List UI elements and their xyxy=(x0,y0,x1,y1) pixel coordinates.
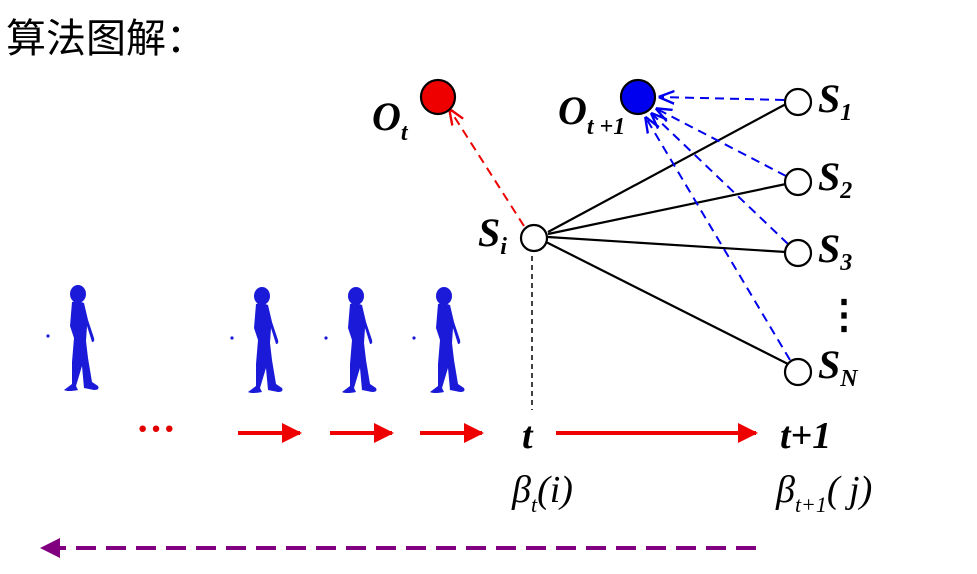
emission-lines-blue xyxy=(646,97,791,361)
emission-line-si xyxy=(450,110,525,227)
observation-label-ot: Ot xyxy=(372,94,409,146)
state-label-si: Si xyxy=(478,210,507,260)
observation-node-ot1 xyxy=(619,78,657,116)
emission-line-s2 xyxy=(657,109,787,177)
observation-label-ot1: Ot +1 xyxy=(558,88,625,140)
beta-t1-label: βt+1( j) xyxy=(775,469,872,517)
time-label-t1: t+1 xyxy=(780,415,831,457)
walker-icon xyxy=(230,287,283,393)
state-node-si xyxy=(519,223,549,253)
state-node-s1 xyxy=(783,87,813,117)
transition-line-s2 xyxy=(547,182,787,236)
transition-line-s3 xyxy=(547,235,787,254)
emission-line-s1 xyxy=(660,97,785,100)
state-node-s3 xyxy=(783,238,813,268)
walker-icon xyxy=(46,285,99,391)
emission-line-sn xyxy=(646,118,791,361)
observation-node-ot xyxy=(419,78,457,116)
state-node-s2 xyxy=(783,167,813,197)
walker-icon xyxy=(324,287,377,393)
transition-line-s1 xyxy=(547,103,787,233)
time-label-t: t xyxy=(522,415,534,457)
emission-line-s3 xyxy=(652,114,789,245)
walker-icon xyxy=(412,287,465,393)
state-label-s3: S3 xyxy=(818,226,852,276)
state-label-sn: SN xyxy=(818,342,859,392)
transition-lines xyxy=(545,103,789,365)
vertical-ellipsis: ⋮ xyxy=(824,292,864,337)
state-label-s1: S1 xyxy=(818,76,852,126)
walker-figures xyxy=(46,285,465,393)
timeline-ellipsis: ··· xyxy=(136,406,176,451)
transition-line-sn xyxy=(545,241,789,365)
beta-t-label: βt(i) xyxy=(511,469,573,517)
state-node-sn xyxy=(783,357,813,387)
state-label-s2: S2 xyxy=(818,154,852,204)
diagram-title: 算法图解： xyxy=(6,16,206,62)
